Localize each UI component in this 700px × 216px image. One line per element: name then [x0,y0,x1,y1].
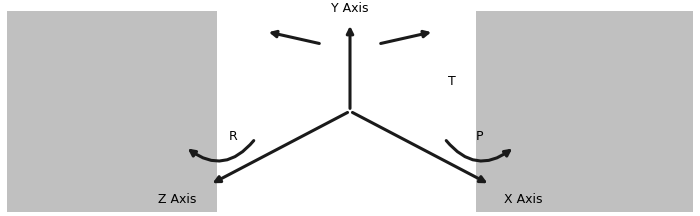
Text: Z Axis: Z Axis [158,193,196,206]
Text: P: P [476,130,484,143]
Text: Y Axis: Y Axis [331,2,369,15]
Text: X Axis: X Axis [504,193,542,206]
Text: R: R [229,130,238,143]
FancyBboxPatch shape [476,11,693,212]
FancyBboxPatch shape [7,11,217,212]
Text: T: T [448,75,456,88]
